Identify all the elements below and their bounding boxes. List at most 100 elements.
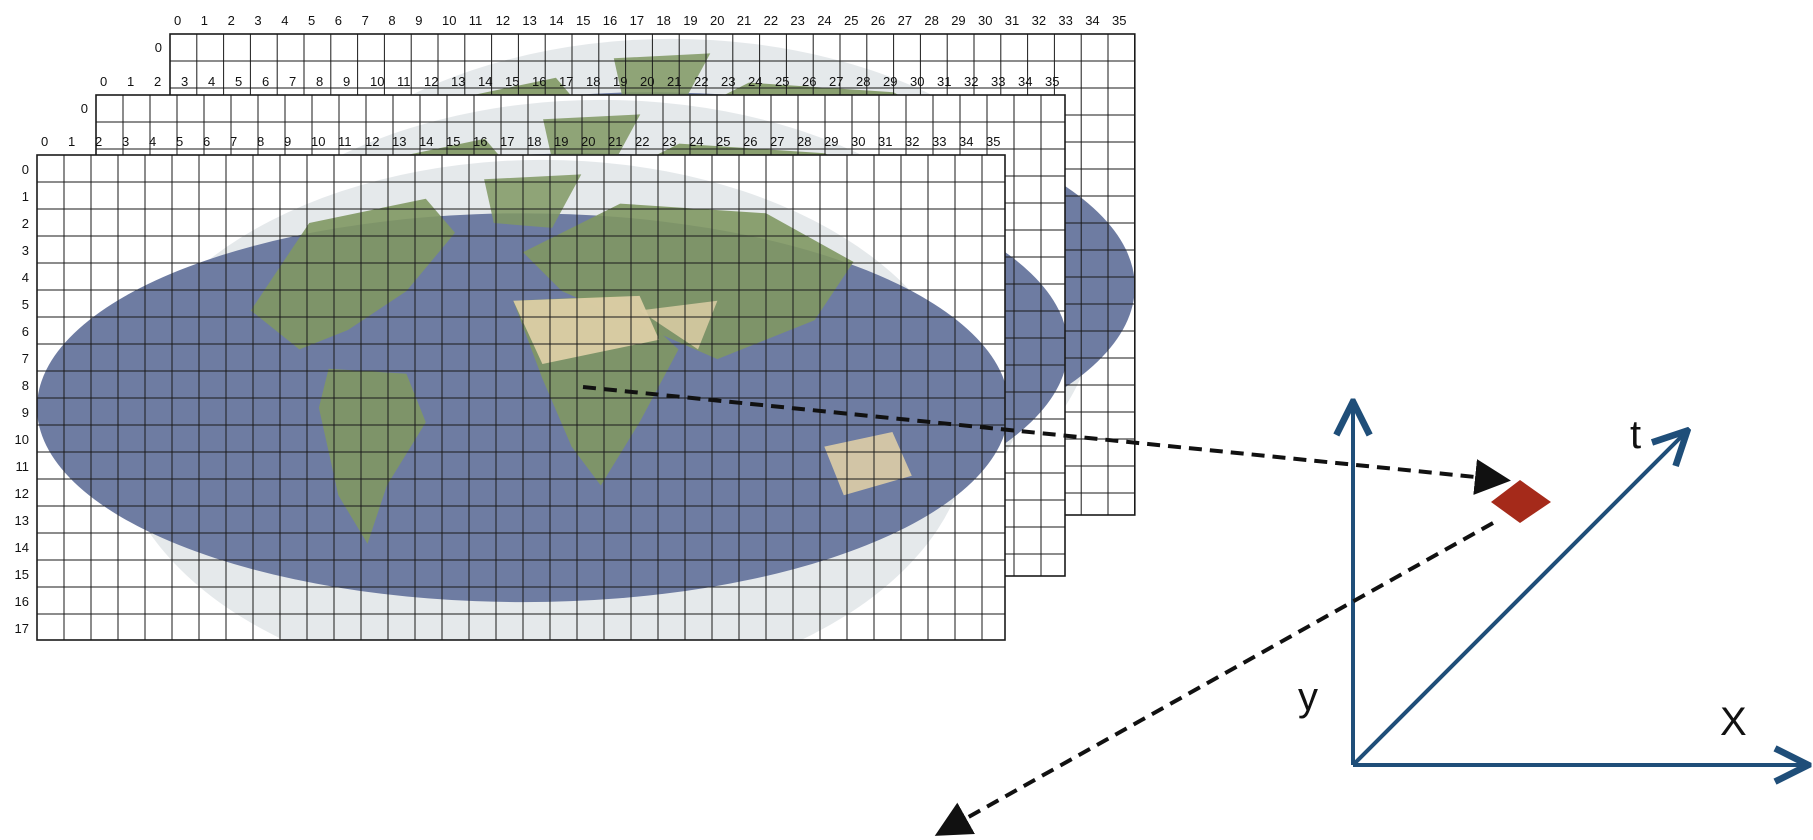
column-label: 26 [871, 13, 885, 28]
row-label: 1 [22, 189, 29, 204]
column-label: 23 [662, 134, 676, 149]
column-label: 22 [694, 74, 708, 89]
column-label: 25 [775, 74, 789, 89]
row-label: 0 [155, 40, 162, 55]
row-label: 9 [22, 405, 29, 420]
column-label: 1 [68, 134, 75, 149]
column-label: 30 [978, 13, 992, 28]
column-label: 12 [496, 13, 510, 28]
pixel-mapping-arrows [582, 385, 1551, 836]
column-label: 1 [127, 74, 134, 89]
column-label: 30 [851, 134, 865, 149]
column-label: 25 [844, 13, 858, 28]
column-labels: 0 1 2 3 4 5 6 7 8 9 10 11 12 13 14 15 16 17 18 19 20 21 22 23 24… [41, 134, 1000, 149]
column-label: 20 [640, 74, 654, 89]
column-label: 10 [311, 134, 325, 149]
row-label: 2 [22, 216, 29, 231]
space-time-axes: y Xt [1298, 405, 1805, 765]
row-label: 6 [22, 324, 29, 339]
column-label: 24 [817, 13, 831, 28]
column-label: 13 [392, 134, 406, 149]
y-axis-label: y [1298, 675, 1318, 719]
column-label: 14 [478, 74, 492, 89]
column-label: 16 [532, 74, 546, 89]
column-label: 18 [586, 74, 600, 89]
column-label: 24 [748, 74, 762, 89]
column-label: 33 [991, 74, 1005, 89]
column-labels: 0 1 2 3 4 5 6 7 8 9 10 11 12 13 14 15 16 17 18 19 20 21 22 23 24… [100, 74, 1059, 89]
column-label: 4 [281, 13, 288, 28]
column-label: 23 [790, 13, 804, 28]
column-label: 1 [201, 13, 208, 28]
column-label: 6 [203, 134, 210, 149]
column-label: 11 [469, 13, 483, 28]
column-label: 17 [559, 74, 573, 89]
column-label: 27 [829, 74, 843, 89]
column-label: 2 [95, 134, 102, 149]
column-label: 27 [898, 13, 912, 28]
column-label: 4 [149, 134, 156, 149]
column-label: 10 [370, 74, 384, 89]
column-label: 32 [1032, 13, 1046, 28]
column-label: 8 [388, 13, 395, 28]
column-label: 3 [122, 134, 129, 149]
pixel-to-cube-arrow [582, 385, 1511, 495]
column-label: 29 [883, 74, 897, 89]
row-labels: 0 [155, 40, 162, 55]
row-label: 14 [15, 540, 29, 555]
column-label: 16 [603, 13, 617, 28]
column-label: 31 [878, 134, 892, 149]
column-label: 35 [986, 134, 1000, 149]
column-label: 14 [419, 134, 433, 149]
column-label: 4 [208, 74, 215, 89]
raster-layer-stack: 0 1 2 3 4 5 6 7 8 9 10 11 12 13 14 15 16 17 18 19 20 21 22 23 24… [15, 13, 1136, 641]
column-label: 22 [635, 134, 649, 149]
column-label: 10 [442, 13, 456, 28]
column-label: 15 [576, 13, 590, 28]
row-label: 16 [15, 594, 29, 609]
column-label: 5 [308, 13, 315, 28]
column-label: 20 [581, 134, 595, 149]
column-label: 33 [1058, 13, 1072, 28]
column-label: 26 [802, 74, 816, 89]
column-label: 27 [770, 134, 784, 149]
column-label: 30 [910, 74, 924, 89]
row-label: 10 [15, 432, 29, 447]
row-label: 17 [15, 621, 29, 636]
column-label: 33 [932, 134, 946, 149]
row-label: 4 [22, 270, 29, 285]
row-label: 11 [16, 459, 30, 474]
column-label: 34 [1085, 13, 1099, 28]
row-label: 7 [22, 351, 29, 366]
column-label: 32 [905, 134, 919, 149]
t-axis [1351, 433, 1685, 767]
row-label: 5 [22, 297, 29, 312]
row-label: 12 [15, 486, 29, 501]
column-label: 13 [451, 74, 465, 89]
column-label: 23 [721, 74, 735, 89]
column-label: 5 [235, 74, 242, 89]
column-label: 9 [343, 74, 350, 89]
column-label: 12 [424, 74, 438, 89]
column-label: 28 [856, 74, 870, 89]
column-label: 18 [656, 13, 670, 28]
column-label: 29 [951, 13, 965, 28]
column-label: 35 [1112, 13, 1126, 28]
column-label: 24 [689, 134, 703, 149]
column-label: 18 [527, 134, 541, 149]
column-label: 6 [335, 13, 342, 28]
x-axis-label: X [1720, 700, 1747, 744]
column-label: 28 [924, 13, 938, 28]
column-label: 19 [613, 74, 627, 89]
column-label: 5 [176, 134, 183, 149]
column-label: 0 [100, 74, 107, 89]
column-label: 6 [262, 74, 269, 89]
row-label: 0 [81, 101, 88, 116]
column-label: 35 [1045, 74, 1059, 89]
column-label: 22 [764, 13, 778, 28]
column-label: 15 [505, 74, 519, 89]
column-label: 12 [365, 134, 379, 149]
column-label: 0 [41, 134, 48, 149]
